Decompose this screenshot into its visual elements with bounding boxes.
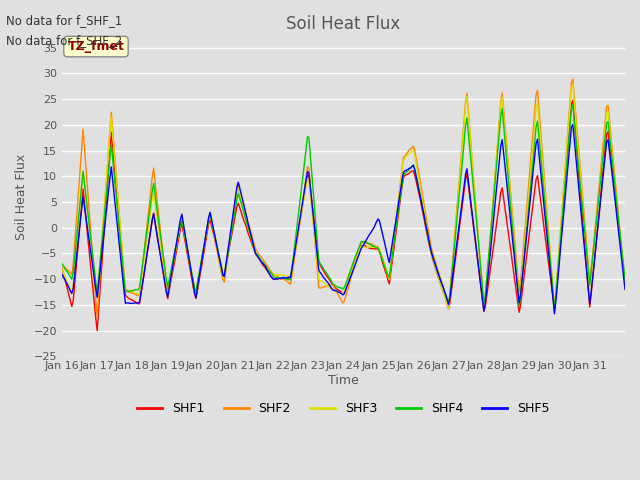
SHF3	[569, 81, 577, 87]
SHF1	[282, 276, 290, 281]
SHF2	[621, 282, 629, 288]
SHF1	[413, 185, 421, 191]
SHF3	[445, 306, 452, 312]
SHF4	[412, 173, 420, 179]
SHF5	[126, 300, 134, 306]
SHF4	[241, 215, 249, 221]
SHF1	[466, 194, 474, 200]
Line: SHF2: SHF2	[62, 79, 625, 318]
Text: No data for f_SHF_1: No data for f_SHF_1	[6, 14, 123, 27]
SHF5	[465, 179, 472, 184]
SHF5	[241, 209, 249, 215]
Title: Soil Heat Flux: Soil Heat Flux	[286, 15, 401, 33]
SHF4	[58, 261, 66, 266]
SHF5	[621, 287, 629, 292]
SHF4	[126, 288, 134, 294]
SHF5	[58, 272, 66, 277]
SHF2	[58, 262, 66, 267]
SHF2	[127, 289, 135, 295]
SHF1	[58, 265, 66, 271]
SHF2	[243, 215, 251, 220]
Line: SHF3: SHF3	[62, 84, 625, 309]
Text: TZ_fmet: TZ_fmet	[68, 40, 124, 53]
SHF3	[466, 128, 474, 134]
SHF3	[241, 213, 249, 218]
SHF2	[413, 164, 421, 169]
SHF1	[468, 217, 476, 223]
Line: SHF5: SHF5	[62, 124, 625, 314]
SHF2	[569, 76, 577, 82]
X-axis label: Time: Time	[328, 374, 359, 387]
SHF1	[569, 97, 577, 103]
SHF4	[569, 102, 577, 108]
SHF5	[412, 173, 420, 179]
SHF4	[550, 306, 558, 312]
Line: SHF4: SHF4	[62, 105, 625, 309]
SHF5	[550, 311, 558, 317]
SHF1	[243, 226, 251, 231]
SHF4	[621, 276, 629, 282]
SHF3	[126, 288, 134, 294]
SHF5	[467, 202, 475, 208]
SHF2	[93, 315, 101, 321]
SHF5	[569, 121, 577, 127]
SHF4	[467, 161, 475, 167]
Y-axis label: Soil Heat Flux: Soil Heat Flux	[15, 154, 28, 240]
Text: No data for f_SHF_2: No data for f_SHF_2	[6, 34, 123, 47]
SHF1	[127, 297, 135, 302]
SHF3	[58, 266, 66, 272]
SHF3	[621, 281, 629, 287]
SHF2	[466, 126, 474, 132]
SHF2	[468, 162, 476, 168]
SHF3	[281, 273, 289, 278]
SHF1	[621, 280, 629, 286]
SHF1	[93, 328, 101, 334]
Line: SHF1: SHF1	[62, 100, 625, 331]
SHF4	[281, 276, 289, 281]
SHF5	[281, 275, 289, 281]
SHF4	[465, 131, 472, 136]
SHF3	[468, 163, 476, 169]
SHF2	[282, 278, 290, 284]
Legend: SHF1, SHF2, SHF3, SHF4, SHF5: SHF1, SHF2, SHF3, SHF4, SHF5	[132, 397, 554, 420]
SHF3	[412, 160, 420, 166]
